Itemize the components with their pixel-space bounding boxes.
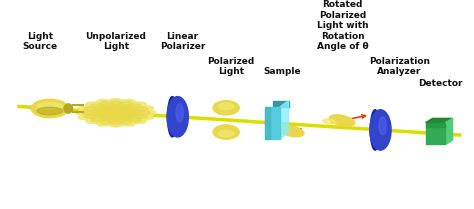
Ellipse shape <box>219 130 234 137</box>
Text: Unpolarized
Light: Unpolarized Light <box>85 32 146 51</box>
Ellipse shape <box>176 104 183 122</box>
Bar <box>426 122 446 144</box>
Text: Light
Source: Light Source <box>23 32 58 51</box>
Ellipse shape <box>167 97 188 137</box>
Ellipse shape <box>102 98 130 127</box>
Text: Linear
Polarizer: Linear Polarizer <box>160 32 205 51</box>
Ellipse shape <box>379 117 386 135</box>
Ellipse shape <box>329 115 355 126</box>
Ellipse shape <box>370 110 391 150</box>
Ellipse shape <box>64 104 73 113</box>
Ellipse shape <box>100 102 132 124</box>
Text: Polarized
Light: Polarized Light <box>207 57 255 76</box>
Ellipse shape <box>91 104 141 122</box>
Ellipse shape <box>31 99 68 118</box>
Ellipse shape <box>100 102 132 124</box>
Ellipse shape <box>278 125 304 137</box>
Text: Rotated
Polarized
Light with
Rotation
Angle of θ: Rotated Polarized Light with Rotation An… <box>317 0 368 51</box>
Bar <box>265 107 270 139</box>
Polygon shape <box>273 101 289 107</box>
Ellipse shape <box>219 103 234 110</box>
Ellipse shape <box>323 119 336 124</box>
Polygon shape <box>280 101 289 139</box>
Ellipse shape <box>96 99 136 126</box>
Ellipse shape <box>213 125 239 139</box>
Ellipse shape <box>82 109 150 116</box>
Polygon shape <box>426 118 453 122</box>
Ellipse shape <box>37 103 63 109</box>
Ellipse shape <box>76 108 156 118</box>
Ellipse shape <box>106 101 126 125</box>
Ellipse shape <box>167 97 177 137</box>
Bar <box>426 122 446 127</box>
Ellipse shape <box>370 110 380 150</box>
Polygon shape <box>446 118 453 144</box>
Ellipse shape <box>86 102 146 124</box>
Ellipse shape <box>37 107 63 115</box>
Ellipse shape <box>84 107 148 119</box>
Ellipse shape <box>86 102 146 124</box>
Ellipse shape <box>91 104 141 122</box>
Bar <box>265 107 280 139</box>
Ellipse shape <box>106 109 126 116</box>
Ellipse shape <box>213 101 239 115</box>
Ellipse shape <box>78 106 154 120</box>
Text: Detector: Detector <box>418 79 463 88</box>
Text: Sample: Sample <box>263 67 301 76</box>
Ellipse shape <box>84 107 148 119</box>
Text: Polarization
Analyzer: Polarization Analyzer <box>369 57 430 76</box>
Ellipse shape <box>78 106 154 120</box>
Ellipse shape <box>96 99 136 126</box>
